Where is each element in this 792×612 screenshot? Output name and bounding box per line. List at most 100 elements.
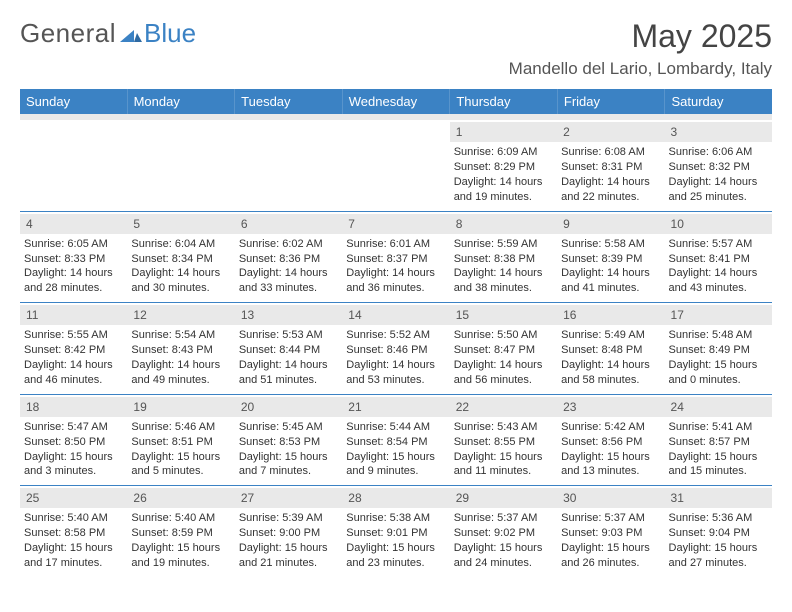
day-number: 27 — [235, 488, 342, 508]
daylight-text: Daylight: 14 hours — [669, 175, 768, 190]
day-number: 3 — [665, 122, 772, 142]
day-cell: 4 Sunrise: 6:05 AMSunset: 8:33 PMDaylight… — [20, 212, 127, 303]
sunset-text: Sunset: 8:54 PM — [346, 435, 445, 450]
sunrise-text: Sunrise: 5:38 AM — [346, 511, 445, 526]
day-number: 15 — [450, 305, 557, 325]
day-cell: 18Sunrise: 5:47 AMSunset: 8:50 PMDayligh… — [20, 395, 127, 486]
weeks-container: 1Sunrise: 6:09 AMSunset: 8:29 PMDaylight… — [20, 120, 772, 577]
daylight-text: and 51 minutes. — [239, 373, 338, 388]
day-cell: 6Sunrise: 6:02 AMSunset: 8:36 PMDaylight… — [235, 212, 342, 303]
day-cell: 17Sunrise: 5:48 AMSunset: 8:49 PMDayligh… — [665, 303, 772, 394]
daylight-text: and 13 minutes. — [561, 464, 660, 479]
daylight-text: Daylight: 14 hours — [131, 266, 230, 281]
day-cell: 31Sunrise: 5:36 AMSunset: 9:04 PMDayligh… — [665, 486, 772, 577]
weekday-header: Monday — [128, 89, 236, 114]
daylight-text: Daylight: 15 hours — [24, 450, 123, 465]
daylight-text: and 19 minutes. — [131, 556, 230, 571]
sunrise-text: Sunrise: 5:37 AM — [561, 511, 660, 526]
sunset-text: Sunset: 8:41 PM — [669, 252, 768, 267]
sunset-text: Sunset: 8:44 PM — [239, 343, 338, 358]
empty-cell — [127, 120, 234, 211]
daylight-text: Daylight: 14 hours — [454, 175, 553, 190]
week-row: 11Sunrise: 5:55 AMSunset: 8:42 PMDayligh… — [20, 302, 772, 394]
sunset-text: Sunset: 8:43 PM — [131, 343, 230, 358]
sunset-text: Sunset: 8:59 PM — [131, 526, 230, 541]
day-cell: 27Sunrise: 5:39 AMSunset: 9:00 PMDayligh… — [235, 486, 342, 577]
day-number: 21 — [342, 397, 449, 417]
daylight-text: Daylight: 15 hours — [346, 450, 445, 465]
daylight-text: and 24 minutes. — [454, 556, 553, 571]
day-cell: 8Sunrise: 5:59 AMSunset: 8:38 PMDaylight… — [450, 212, 557, 303]
sunrise-text: Sunrise: 5:55 AM — [24, 328, 123, 343]
day-number: 4 — [20, 214, 127, 234]
sunset-text: Sunset: 8:37 PM — [346, 252, 445, 267]
day-cell: 20Sunrise: 5:45 AMSunset: 8:53 PMDayligh… — [235, 395, 342, 486]
daylight-text: and 25 minutes. — [669, 190, 768, 205]
day-number: 22 — [450, 397, 557, 417]
sunrise-text: Sunrise: 5:57 AM — [669, 237, 768, 252]
day-cell: 10 Sunrise: 5:57 AMSunset: 8:41 PMDayligh… — [665, 212, 772, 303]
sunrise-text: Sunrise: 6:05 AM — [24, 237, 123, 252]
sunset-text: Sunset: 8:33 PM — [24, 252, 123, 267]
day-cell: 2Sunrise: 6:08 AMSunset: 8:31 PMDaylight… — [557, 120, 664, 211]
daylight-text: and 58 minutes. — [561, 373, 660, 388]
daylight-text: Daylight: 14 hours — [669, 266, 768, 281]
day-number: 19 — [127, 397, 234, 417]
daylight-text: and 7 minutes. — [239, 464, 338, 479]
sunrise-text: Sunrise: 5:49 AM — [561, 328, 660, 343]
daylight-text: and 53 minutes. — [346, 373, 445, 388]
day-cell: 30Sunrise: 5:37 AMSunset: 9:03 PMDayligh… — [557, 486, 664, 577]
sunset-text: Sunset: 8:42 PM — [24, 343, 123, 358]
daylight-text: Daylight: 14 hours — [24, 266, 123, 281]
daylight-text: and 23 minutes. — [346, 556, 445, 571]
daylight-text: Daylight: 14 hours — [454, 358, 553, 373]
day-cell: 19Sunrise: 5:46 AMSunset: 8:51 PMDayligh… — [127, 395, 234, 486]
day-number: 30 — [557, 488, 664, 508]
daylight-text: and 26 minutes. — [561, 556, 660, 571]
day-number: 12 — [127, 305, 234, 325]
day-cell: 21Sunrise: 5:44 AMSunset: 8:54 PMDayligh… — [342, 395, 449, 486]
daylight-text: and 38 minutes. — [454, 281, 553, 296]
daylight-text: Daylight: 15 hours — [561, 541, 660, 556]
day-cell: 14Sunrise: 5:52 AMSunset: 8:46 PMDayligh… — [342, 303, 449, 394]
day-number: 13 — [235, 305, 342, 325]
weekday-header-row: Sunday Monday Tuesday Wednesday Thursday… — [20, 89, 772, 114]
daylight-text: Daylight: 15 hours — [669, 358, 768, 373]
daylight-text: and 41 minutes. — [561, 281, 660, 296]
day-number: 8 — [450, 214, 557, 234]
sunrise-text: Sunrise: 6:08 AM — [561, 145, 660, 160]
day-number: 10 — [665, 214, 772, 234]
sunrise-text: Sunrise: 5:59 AM — [454, 237, 553, 252]
day-number: 9 — [557, 214, 664, 234]
logo-text-1: General — [20, 18, 116, 49]
title-block: May 2025 Mandello del Lario, Lombardy, I… — [509, 18, 772, 79]
daylight-text: Daylight: 15 hours — [239, 541, 338, 556]
day-cell: 9Sunrise: 5:58 AMSunset: 8:39 PMDaylight… — [557, 212, 664, 303]
empty-cell — [342, 120, 449, 211]
day-number: 7 — [342, 214, 449, 234]
sunrise-text: Sunrise: 6:02 AM — [239, 237, 338, 252]
day-number: 5 — [127, 214, 234, 234]
day-cell: 26Sunrise: 5:40 AMSunset: 8:59 PMDayligh… — [127, 486, 234, 577]
day-number: 28 — [342, 488, 449, 508]
day-cell: 23Sunrise: 5:42 AMSunset: 8:56 PMDayligh… — [557, 395, 664, 486]
empty-cell — [20, 120, 127, 211]
day-number: 6 — [235, 214, 342, 234]
day-number: 31 — [665, 488, 772, 508]
daylight-text: and 49 minutes. — [131, 373, 230, 388]
daylight-text: Daylight: 15 hours — [24, 541, 123, 556]
sunrise-text: Sunrise: 5:58 AM — [561, 237, 660, 252]
day-cell: 13Sunrise: 5:53 AMSunset: 8:44 PMDayligh… — [235, 303, 342, 394]
sunrise-text: Sunrise: 5:42 AM — [561, 420, 660, 435]
day-cell: 3Sunrise: 6:06 AMSunset: 8:32 PMDaylight… — [665, 120, 772, 211]
sunrise-text: Sunrise: 5:45 AM — [239, 420, 338, 435]
daylight-text: Daylight: 14 hours — [239, 358, 338, 373]
daylight-text: and 11 minutes. — [454, 464, 553, 479]
logo: General Blue — [20, 18, 196, 49]
sunset-text: Sunset: 8:58 PM — [24, 526, 123, 541]
daylight-text: and 3 minutes. — [24, 464, 123, 479]
daylight-text: and 28 minutes. — [24, 281, 123, 296]
daylight-text: Daylight: 14 hours — [131, 358, 230, 373]
sunrise-text: Sunrise: 6:06 AM — [669, 145, 768, 160]
daylight-text: Daylight: 14 hours — [346, 358, 445, 373]
